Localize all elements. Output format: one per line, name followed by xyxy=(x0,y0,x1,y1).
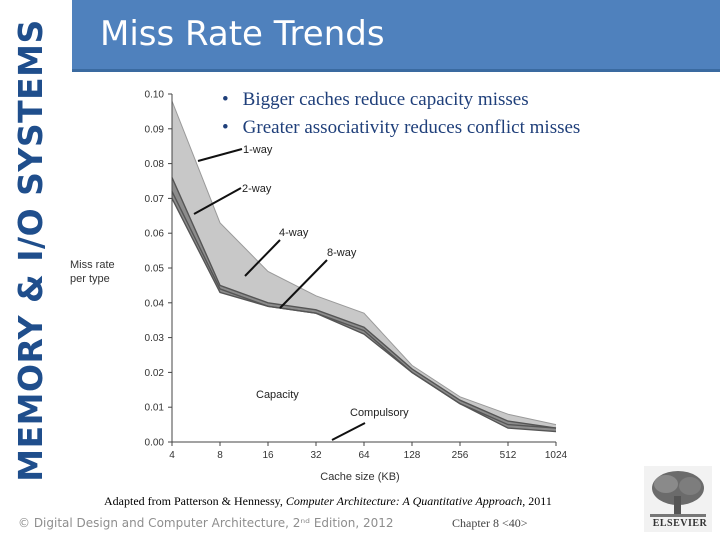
y-tick-label: 0.10 xyxy=(145,90,165,101)
x-axis-label: Cache size (KB) xyxy=(320,471,399,483)
footer-copyright: © Digital Design and Computer Architectu… xyxy=(18,516,394,530)
conflict-miss-band xyxy=(172,101,556,432)
y-tick-label: 0.04 xyxy=(145,298,165,309)
credit-book-title: Computer Architecture: A Quantitative Ap… xyxy=(285,494,523,508)
logo-text: ELSEVIER xyxy=(652,518,708,529)
slide-title: Miss Rate Trends xyxy=(100,14,385,54)
bullet-item: Greater associativity reduces conflict m… xyxy=(222,114,581,142)
y-tick-label: 0.01 xyxy=(145,403,165,414)
series-line-4-way xyxy=(171,191,557,429)
series-line-2-way xyxy=(171,177,557,429)
x-tick-label: 4 xyxy=(169,450,175,461)
y-tick-label: 0.05 xyxy=(145,264,165,275)
title-bar: Miss Rate Trends xyxy=(72,0,720,72)
y-tick-label: 0.00 xyxy=(145,438,165,449)
y-tick-label: 0.09 xyxy=(145,124,165,135)
x-tick-label: 128 xyxy=(404,450,421,461)
chart-axes: 0.00 0.01 0.02 0.03 0.04 0.05 0.06 0.07 0.08 0.09… xyxy=(145,90,568,462)
annotation-leader-line xyxy=(244,239,281,277)
x-tick-label: 256 xyxy=(452,450,469,461)
bullet-list: Bigger caches reduce capacity misses Gre… xyxy=(222,86,581,142)
x-tick-label: 64 xyxy=(358,450,370,461)
annotation-leader-line xyxy=(279,259,328,309)
associativity-band xyxy=(172,177,556,432)
series-line-8-way xyxy=(171,198,557,433)
bullet-item: Bigger caches reduce capacity misses xyxy=(222,86,580,114)
annotation-leader-line xyxy=(197,148,243,162)
y-tick-label: 0.03 xyxy=(145,333,165,344)
chart-bands xyxy=(172,101,556,432)
credit-suffix: , 2011 xyxy=(522,494,552,508)
annotation-label: Capacity xyxy=(256,389,299,401)
side-title: MEMORY & I/O SYSTEMS xyxy=(0,0,60,500)
side-title-text: MEMORY & I/O SYSTEMS xyxy=(10,18,50,482)
y-tick-label: 0.08 xyxy=(145,159,165,170)
credit-prefix: Adapted from Patterson & Hennessy, xyxy=(104,494,286,508)
annotation-leader-line xyxy=(193,187,242,215)
chart-annotations: 1-way 2-way 4-way 8-way Capacity Compulsory xyxy=(193,144,409,441)
series-line-1-way xyxy=(171,100,557,426)
annotation-label: 1-way xyxy=(243,144,273,156)
miss-rate-chart: 0.00 0.01 0.02 0.03 0.04 0.05 0.06 0.07 0.08 0.09… xyxy=(70,90,568,484)
y-axis-label-line2: per type xyxy=(70,273,110,285)
y-tick-label: 0.07 xyxy=(145,194,165,205)
annotation-label: 4-way xyxy=(279,227,309,239)
x-tick-label: 512 xyxy=(500,450,517,461)
x-tick-label: 32 xyxy=(310,450,322,461)
y-tick-label: 0.06 xyxy=(145,229,165,240)
source-credit: Adapted from Patterson & Hennessy, Compu… xyxy=(104,494,552,509)
x-tick-label: 8 xyxy=(217,450,223,461)
annotation-label: Compulsory xyxy=(350,407,409,419)
annotation-leader-line xyxy=(331,422,366,441)
x-tick-label: 16 xyxy=(262,450,274,461)
y-axis-label-line1: Miss rate xyxy=(70,259,115,271)
elsevier-tree-logo-icon xyxy=(644,466,712,532)
chart-series-lines xyxy=(171,100,557,433)
x-tick-label: 1024 xyxy=(545,450,568,461)
y-tick-label: 0.02 xyxy=(145,368,165,379)
annotation-label: 2-way xyxy=(242,183,272,195)
annotation-label: 8-way xyxy=(327,247,357,259)
footer-chapter: Chapter 8 <40> xyxy=(452,516,528,530)
